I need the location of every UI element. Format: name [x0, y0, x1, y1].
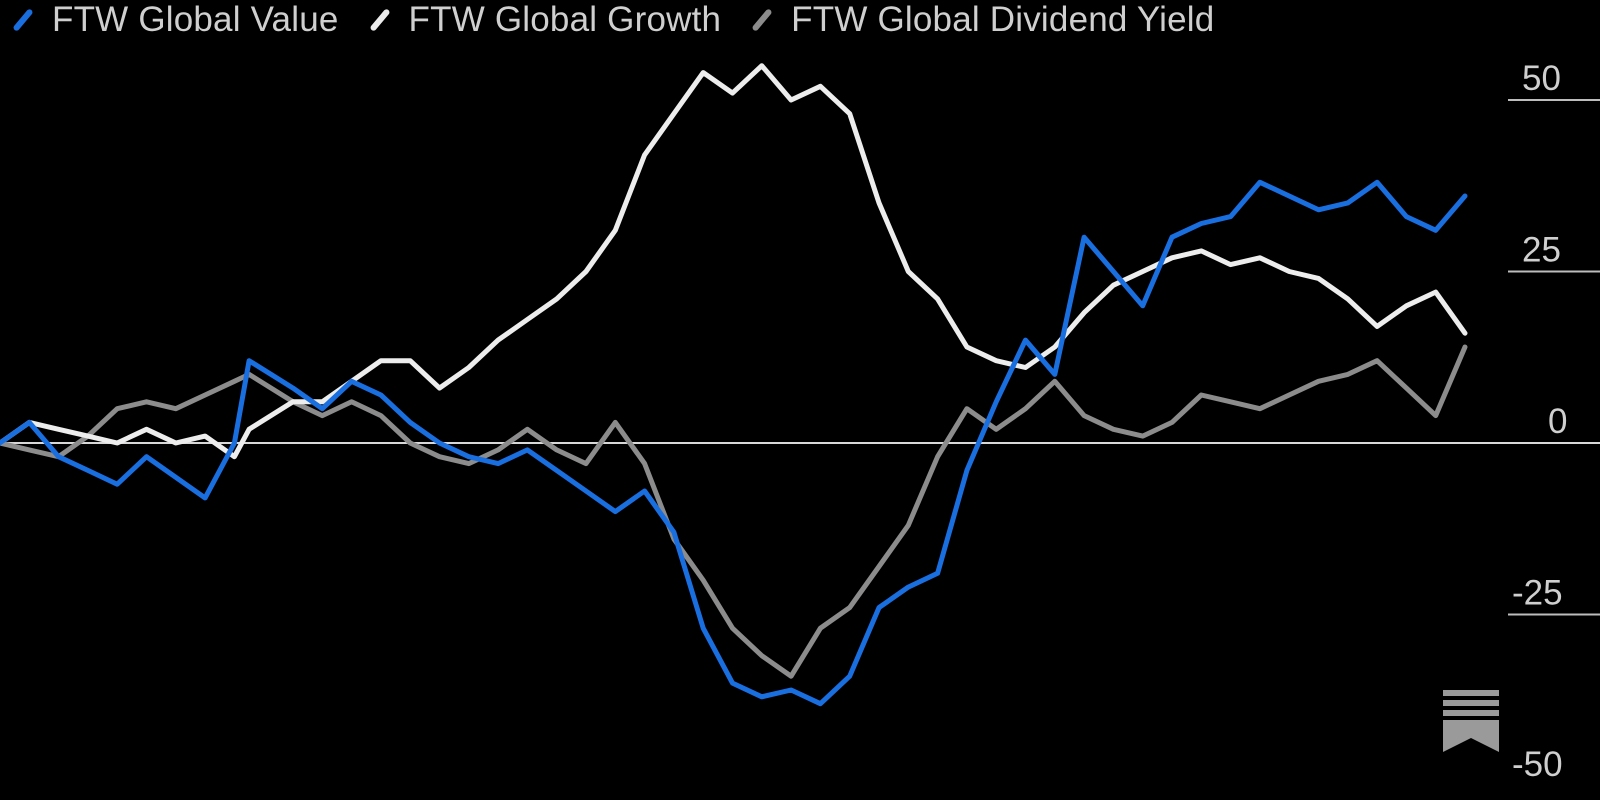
legend-item-dividend-yield: FTW Global Dividend Yield	[749, 0, 1214, 40]
bookmark-logo-icon	[1443, 690, 1499, 752]
series-group	[0, 63, 1468, 707]
legend: FTW Global Value FTW Global Growth FTW G…	[10, 0, 1242, 40]
series-line-ftw-global-growth	[0, 63, 1468, 460]
legend-item-value: FTW Global Value	[10, 0, 339, 40]
y-tick-label: 25	[1522, 231, 1561, 270]
y-tick-label: 0	[1548, 402, 1567, 441]
y-tick-label: 50	[1522, 59, 1561, 98]
legend-item-growth: FTW Global Growth	[367, 0, 722, 40]
legend-label-growth: FTW Global Growth	[408, 0, 722, 39]
legend-label-value: FTW Global Value	[52, 0, 339, 39]
y-tick-label: -25	[1512, 574, 1563, 613]
legend-label-dividend-yield: FTW Global Dividend Yield	[791, 0, 1215, 39]
series-line-ftw-global-value	[0, 179, 1468, 707]
series-line-ftw-global-dividend-yield	[0, 344, 1468, 679]
y-axis: 50 25 0 -25 -50	[1508, 59, 1600, 784]
y-tick-label: -50	[1512, 745, 1563, 784]
